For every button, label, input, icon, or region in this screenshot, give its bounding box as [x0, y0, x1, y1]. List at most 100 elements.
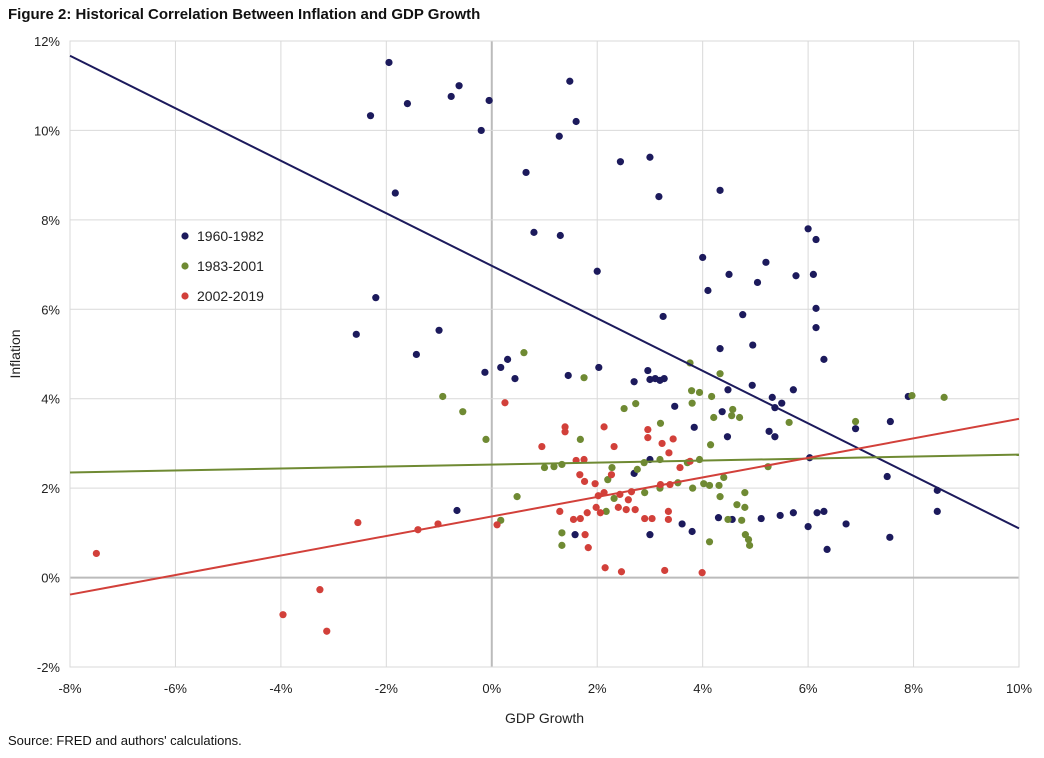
data-point-2002-2019 — [644, 425, 652, 434]
data-point-1960-1982 — [366, 112, 375, 120]
data-point-1983-2001 — [706, 441, 715, 449]
data-point-1960-1982 — [593, 267, 601, 275]
data-point-1960-1982 — [391, 189, 399, 197]
data-point-1983-2001 — [632, 400, 640, 408]
data-point-1983-2001 — [520, 349, 528, 357]
data-point-1960-1982 — [688, 527, 696, 536]
data-point-2002-2019 — [669, 435, 677, 443]
data-point-1960-1982 — [804, 522, 812, 531]
x-tick-label: 6% — [799, 681, 818, 696]
data-point-1983-2001 — [558, 529, 566, 537]
data-point-1983-2001 — [687, 387, 696, 395]
trendline-1983-2001 — [69, 453, 1020, 474]
data-point-1960-1982 — [704, 286, 712, 295]
trendline-2002-2019 — [69, 417, 1020, 596]
data-point-2002-2019 — [698, 569, 706, 577]
data-point-1983-2001 — [695, 388, 704, 397]
data-point-1983-2001 — [705, 538, 714, 546]
data-point-1960-1982 — [530, 228, 538, 236]
y-tick-label: -2% — [37, 660, 61, 675]
data-point-2002-2019 — [580, 477, 589, 486]
x-tick-label: -8% — [58, 681, 82, 696]
data-point-2002-2019 — [610, 442, 618, 451]
data-point-1960-1982 — [789, 509, 797, 517]
data-point-1960-1982 — [511, 374, 519, 383]
chart-title: Figure 2: Historical Correlation Between… — [8, 6, 481, 23]
data-point-1983-2001 — [656, 419, 665, 427]
data-point-1960-1982 — [412, 350, 420, 359]
data-point-1960-1982 — [812, 304, 820, 312]
data-point-1960-1982 — [886, 533, 894, 541]
data-point-1983-2001 — [738, 516, 746, 524]
data-point-2002-2019 — [631, 506, 639, 514]
data-point-1983-2001 — [785, 418, 793, 427]
legend-label: 1960-1982 — [197, 228, 264, 244]
data-point-2002-2019 — [569, 515, 578, 524]
data-point-1960-1982 — [716, 186, 724, 194]
data-point-1983-2001 — [439, 392, 447, 401]
data-point-1960-1982 — [646, 531, 654, 539]
data-point-1960-1982 — [556, 231, 564, 240]
data-point-1960-1982 — [522, 168, 530, 177]
data-point-1983-2001 — [620, 404, 628, 413]
data-point-1960-1982 — [690, 423, 698, 431]
data-point-2002-2019 — [607, 471, 616, 479]
plot-border — [69, 40, 1020, 668]
data-point-1983-2001 — [741, 489, 749, 497]
data-point-2002-2019 — [601, 564, 609, 572]
data-point-1960-1982 — [753, 278, 762, 287]
data-point-2002-2019 — [596, 509, 604, 517]
data-point-1983-2001 — [608, 463, 616, 472]
data-point-1983-2001 — [744, 535, 753, 544]
legend-marker — [181, 232, 189, 240]
data-point-1960-1982 — [678, 520, 686, 528]
data-point-1960-1982 — [651, 374, 659, 383]
data-point-2002-2019 — [676, 463, 684, 472]
x-tick-label: 10% — [1006, 681, 1032, 696]
data-point-1960-1982 — [718, 408, 726, 416]
data-point-2002-2019 — [279, 611, 287, 619]
data-point-1983-2001 — [689, 484, 697, 492]
legend-marker — [181, 292, 189, 300]
data-point-1960-1982 — [572, 117, 580, 126]
data-point-2002-2019 — [92, 549, 100, 558]
data-point-1960-1982 — [455, 82, 463, 90]
data-point-1960-1982 — [716, 345, 724, 353]
data-point-2002-2019 — [580, 455, 588, 464]
data-point-1960-1982 — [768, 393, 776, 401]
data-point-1960-1982 — [477, 126, 485, 135]
data-point-2002-2019 — [581, 531, 589, 539]
data-point-1960-1982 — [851, 425, 860, 433]
data-point-1960-1982 — [646, 153, 654, 161]
x-axis-label: GDP Growth — [505, 710, 584, 726]
source-note: Source: FRED and authors' calculations. — [8, 733, 242, 748]
data-point-1960-1982 — [447, 92, 455, 101]
data-point-1960-1982 — [403, 100, 412, 108]
data-point-1960-1982 — [630, 378, 638, 386]
data-point-2002-2019 — [665, 449, 673, 457]
data-point-1960-1982 — [699, 253, 707, 262]
data-point-1983-2001 — [720, 473, 728, 482]
data-point-2002-2019 — [501, 399, 509, 407]
data-point-1960-1982 — [771, 433, 779, 441]
data-point-1960-1982 — [804, 225, 812, 233]
data-point-2002-2019 — [556, 507, 564, 515]
x-tick-label: -6% — [164, 681, 188, 696]
data-point-2002-2019 — [583, 509, 591, 517]
data-point-1960-1982 — [765, 427, 773, 435]
data-point-1960-1982 — [812, 324, 820, 332]
data-point-2002-2019 — [661, 566, 669, 575]
data-point-2002-2019 — [576, 514, 584, 523]
data-point-1960-1982 — [481, 368, 489, 376]
data-point-2002-2019 — [323, 627, 331, 635]
data-point-1983-2001 — [459, 408, 467, 416]
data-point-1983-2001 — [733, 501, 741, 509]
x-tick-label: -2% — [375, 681, 399, 696]
data-point-1960-1982 — [485, 96, 493, 105]
data-point-2002-2019 — [614, 503, 622, 511]
data-point-1960-1982 — [453, 506, 461, 515]
data-point-1960-1982 — [778, 399, 786, 407]
data-point-2002-2019 — [600, 423, 608, 431]
data-point-2002-2019 — [624, 496, 632, 504]
data-point-1960-1982 — [566, 77, 574, 85]
